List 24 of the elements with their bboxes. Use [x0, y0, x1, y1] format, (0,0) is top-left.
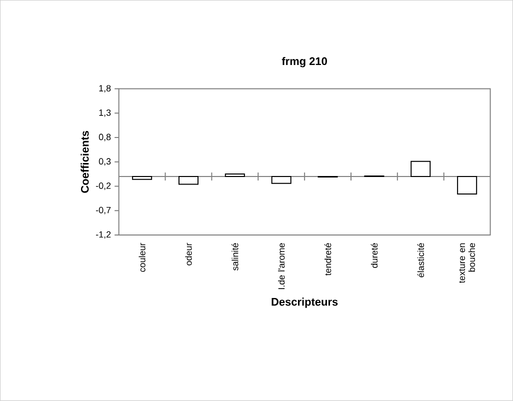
- x-tick-label: I.de l'arome: [278, 243, 285, 290]
- y-tick-label: 0,3: [98, 158, 111, 166]
- y-tick-label: -1,2: [96, 231, 111, 239]
- bar: [224, 174, 245, 178]
- bar: [178, 176, 198, 185]
- x-tick-label: couleur: [138, 242, 146, 272]
- y-tick-label: 1,3: [99, 110, 111, 117]
- bar: [410, 160, 431, 178]
- y-tick-label: -0,2: [96, 182, 111, 190]
- x-tick-label: odeur: [185, 242, 192, 266]
- bar: [271, 176, 292, 184]
- x-tick-label: dureté: [370, 243, 378, 268]
- x-axis-title: Descripteurs: [272, 298, 338, 308]
- x-tick-label: salinité: [232, 243, 238, 270]
- y-tick-label: -0,7: [96, 206, 111, 214]
- bar: [457, 176, 478, 195]
- x-tick-label: tendreté: [324, 243, 332, 276]
- chart-title: frmg 210: [282, 57, 327, 68]
- x-tick-label: élasticité: [417, 243, 424, 278]
- x-tick-label: texture en bouche: [459, 243, 476, 284]
- y-axis-title: Coefficients: [80, 131, 89, 193]
- y-tick-label: 1,8: [99, 85, 111, 93]
- bar: [132, 176, 152, 180]
- y-tick-label: 0,8: [98, 134, 111, 142]
